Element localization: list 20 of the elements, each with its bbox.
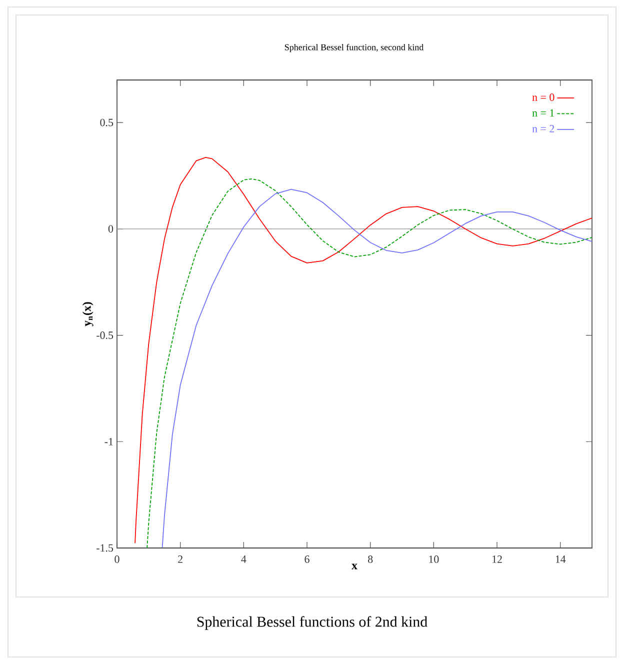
y-axis-title: y$_{n}$(x) [82,302,94,326]
y-tick-label: 0.5 [100,118,114,126]
x-axis-title: x [352,564,358,570]
legend-label: n = 2 [532,125,554,132]
legend-label: n = 1 [532,109,554,117]
x-tick-label: 0 [114,556,120,563]
chart-title: Spherical Bessel function, second kind [285,44,424,52]
x-tick-label: 8 [368,556,373,563]
y-tick-label: -0.5 [96,332,114,339]
x-tick-label: 14 [556,556,566,563]
x-tick-label: 6 [304,556,310,563]
x-tick-label: 10 [429,556,439,563]
text: Spherical Bessel functions of 2nd kind [197,616,428,630]
x-tick-label: 12 [492,556,502,563]
legend-label: n = 0 [532,94,554,101]
x-tick-label: 2 [178,556,182,563]
y-tick-label: -1.5 [96,544,114,552]
y-tick-label: -1 [104,438,113,446]
x-tick-label: 4 [241,556,246,563]
y-tick-label: 0 [108,225,114,233]
